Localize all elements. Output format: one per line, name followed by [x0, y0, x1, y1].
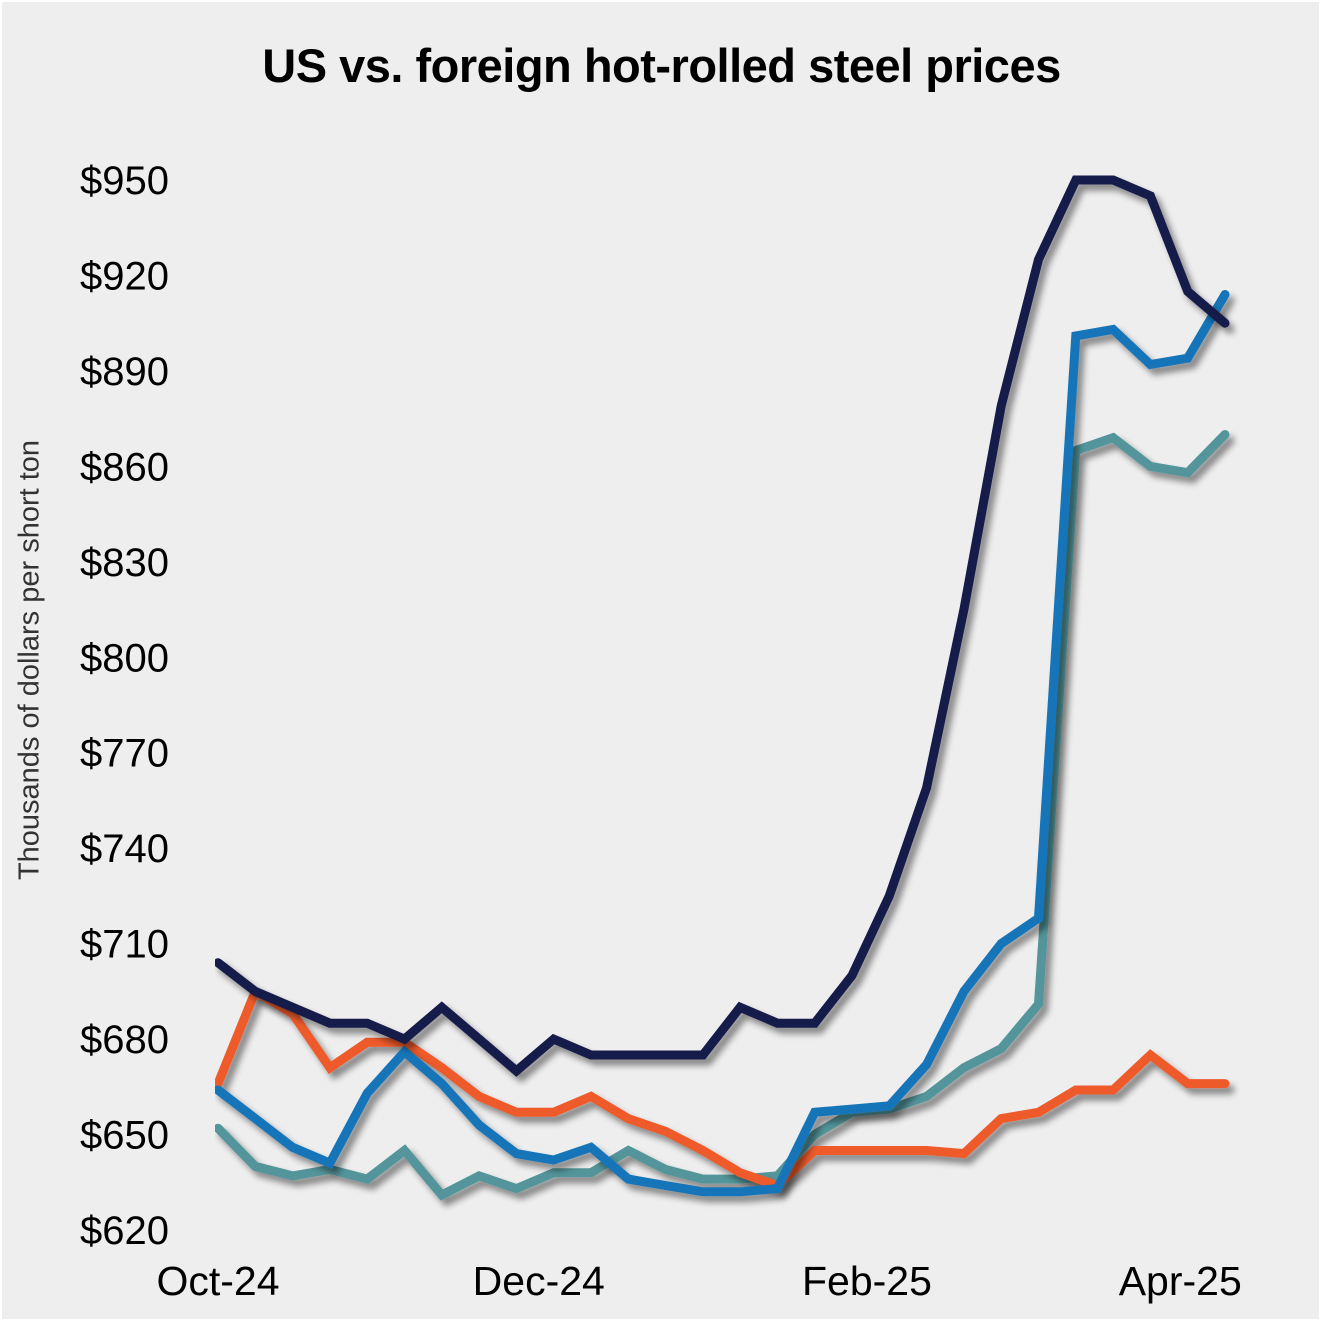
- x-tick-label: Dec-24: [473, 1258, 605, 1304]
- y-tick-label: $890: [80, 350, 169, 394]
- y-tick-label: $860: [80, 445, 169, 489]
- x-tick-label: Feb-25: [802, 1258, 932, 1304]
- chart-title: US vs. foreign hot-rolled steel prices: [262, 39, 1061, 92]
- x-tick-label: Oct-24: [156, 1258, 279, 1304]
- series-line-1: [215, 175, 1230, 1077]
- series-line-3: [215, 290, 1230, 1197]
- y-tick-label: $710: [80, 923, 169, 967]
- y-axis: $620 $650 $680 $710 $740 $770 $800 $830 $860 $890…: [80, 159, 169, 1253]
- y-tick-label: $650: [80, 1114, 169, 1158]
- y-tick-label: $680: [80, 1018, 169, 1062]
- y-tick-label: $740: [80, 827, 169, 871]
- y-tick-label: $830: [80, 541, 169, 585]
- y-tick-label: $920: [80, 254, 169, 298]
- x-tick-label: Apr-25: [1119, 1258, 1242, 1304]
- series-layer: [215, 175, 1230, 1201]
- series-line-4: [215, 430, 1230, 1201]
- x-axis: Oct-24 Dec-24 Feb-25 Apr-25: [156, 1258, 1241, 1304]
- series-line-2: [215, 984, 1230, 1191]
- y-tick-label: $770: [80, 732, 169, 776]
- y-tick-label: $620: [80, 1209, 169, 1253]
- y-tick-label: $950: [80, 159, 169, 203]
- y-tick-label: $800: [80, 636, 169, 680]
